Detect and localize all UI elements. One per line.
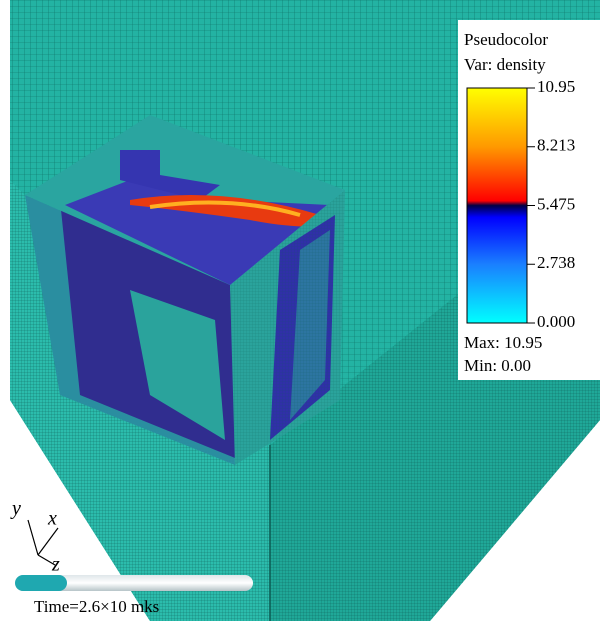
legend-title: Pseudocolor [464,30,548,49]
legend: Pseudocolor Var: density 10.95 8.213 5.475… [458,20,600,380]
legend-min: Min: 0.00 [464,356,531,375]
visualization: Pseudocolor Var: density 10.95 8.213 5.475… [0,0,600,621]
legend-variable: Var: density [464,55,546,74]
color-bar-tick-label: 8.213 [537,136,575,155]
color-bar-tick-label: 5.475 [537,194,575,213]
color-bar-tick-label: 10.95 [537,77,575,96]
color-bar-tick-label: 0.000 [537,312,575,331]
axis-label-y: y [10,498,21,520]
time-label: Time=2.6×10 mks [34,597,159,616]
time-slider [15,575,253,591]
color-bar [467,88,527,323]
axis-label-x: x [47,508,57,530]
legend-max: Max: 10.95 [464,333,542,352]
color-bar-tick-label: 2.738 [537,253,575,272]
axis-label-z: z [51,554,60,576]
